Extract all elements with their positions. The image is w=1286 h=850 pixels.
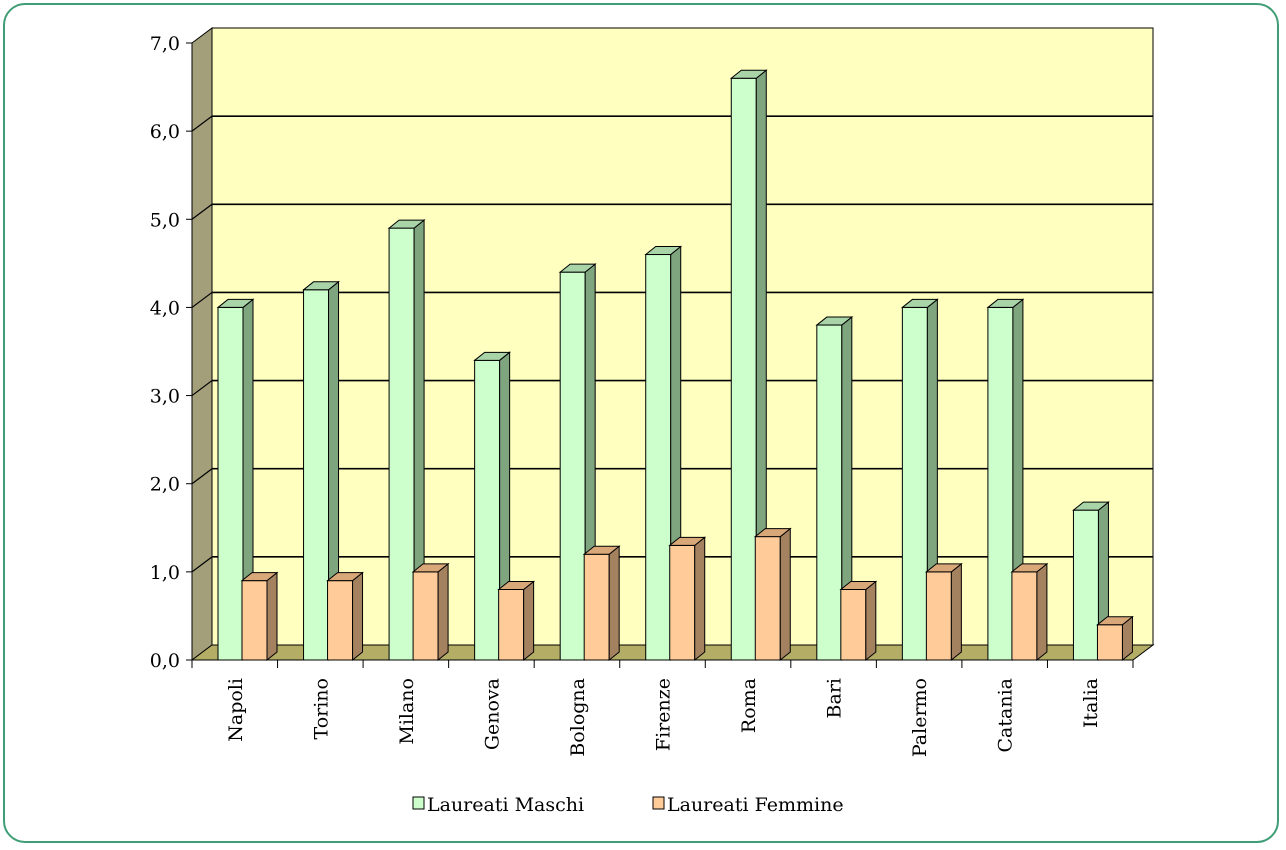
category-label: Catania [995, 678, 1017, 752]
bar-maschi-catania-front [988, 307, 1013, 660]
legend-swatch [413, 797, 424, 809]
bar-maschi-italia-front [1073, 510, 1098, 660]
bar-femmine-bari-front [841, 589, 866, 660]
bar-maschi-bologna-front [560, 272, 585, 660]
bar-femmine-palermo [926, 564, 961, 660]
y-tick-label: 5,0 [150, 209, 180, 231]
bar-maschi-torino-front [304, 290, 329, 660]
bar-femmine-milano-front [413, 572, 438, 660]
category-label: Bari [824, 678, 846, 718]
bar-femmine-palermo-front [926, 572, 951, 660]
y-tick-label: 3,0 [150, 386, 180, 408]
y-tick-label: 7,0 [150, 33, 180, 55]
y-tick-label: 0,0 [150, 650, 180, 672]
legend-label: Laureati Maschi [427, 794, 584, 816]
bar-femmine-italia [1097, 617, 1132, 660]
bar-maschi-genova-front [475, 360, 500, 660]
bar-maschi-bari-front [817, 325, 842, 660]
chart-frame: 0,0 1,0 2,0 3,0 4,0 5,0 6,0 7,0 Napoli Torino Mil… [3, 3, 1279, 843]
side-wall [192, 28, 212, 660]
y-tick-label: 4,0 [150, 297, 180, 319]
bar-femmine-genova-front [499, 589, 524, 660]
bar-femmine-milano [413, 564, 448, 660]
y-tick-label: 1,0 [150, 562, 180, 584]
bar-femmine-catania [1012, 564, 1047, 660]
bar-femmine-firenze-front [670, 545, 695, 660]
bar-femmine-italia-front [1097, 625, 1122, 660]
legend-swatch [653, 797, 664, 809]
bar-femmine-roma [755, 529, 790, 660]
legend: Laureati Maschi Laureati Femmine [413, 794, 844, 816]
bar-femmine-bologna [584, 546, 619, 660]
bar-femmine-roma-front [755, 537, 780, 660]
category-label: Roma [738, 678, 760, 733]
category-label: Italia [1080, 678, 1102, 728]
bar-femmine-torino-side [353, 573, 363, 660]
category-label: Genova [481, 678, 503, 750]
bar-femmine-catania-side [1037, 564, 1047, 660]
x-axis: Napoli Torino Milano Genova Bologna Firenze Ro… [192, 660, 1133, 757]
bar-maschi-roma-front [731, 78, 756, 660]
bar-maschi-firenze-front [646, 255, 671, 660]
bar-chart: 0,0 1,0 2,0 3,0 4,0 5,0 6,0 7,0 Napoli Torino Mil… [5, 5, 1281, 845]
bar-femmine-firenze [670, 537, 705, 660]
bar-femmine-palermo-side [951, 564, 961, 660]
bar-femmine-torino-front [328, 581, 353, 660]
bar-femmine-napoli-front [242, 581, 267, 660]
bar-femmine-firenze-side [695, 537, 705, 660]
bar-femmine-roma-side [780, 529, 790, 660]
category-label: Firenze [653, 678, 675, 751]
y-axis: 0,0 1,0 2,0 3,0 4,0 5,0 6,0 7,0 [150, 33, 192, 672]
category-label: Milano [396, 678, 418, 745]
bar-femmine-milano-side [438, 564, 448, 660]
legend-label: Laureati Femmine [667, 794, 844, 816]
y-tick-label: 6,0 [150, 121, 180, 143]
category-label: Torino [310, 678, 332, 739]
bar-femmine-genova [499, 581, 534, 660]
bar-femmine-napoli [242, 573, 277, 660]
bar-femmine-bari [841, 581, 876, 660]
bar-maschi-napoli-front [218, 307, 243, 660]
bar-femmine-bari-side [866, 581, 876, 660]
y-tick-label: 2,0 [150, 474, 180, 496]
category-label: Napoli [225, 678, 247, 742]
category-label: Palermo [909, 678, 931, 757]
bar-maschi-palermo-front [902, 307, 927, 660]
category-label: Bologna [567, 678, 589, 757]
bar-femmine-torino [328, 573, 363, 660]
bar-femmine-napoli-side [267, 573, 277, 660]
bar-femmine-catania-front [1012, 572, 1037, 660]
bar-femmine-bologna-side [609, 546, 619, 660]
bar-maschi-milano-front [389, 228, 414, 660]
bar-femmine-bologna-front [584, 554, 609, 660]
bar-femmine-genova-side [524, 581, 534, 660]
